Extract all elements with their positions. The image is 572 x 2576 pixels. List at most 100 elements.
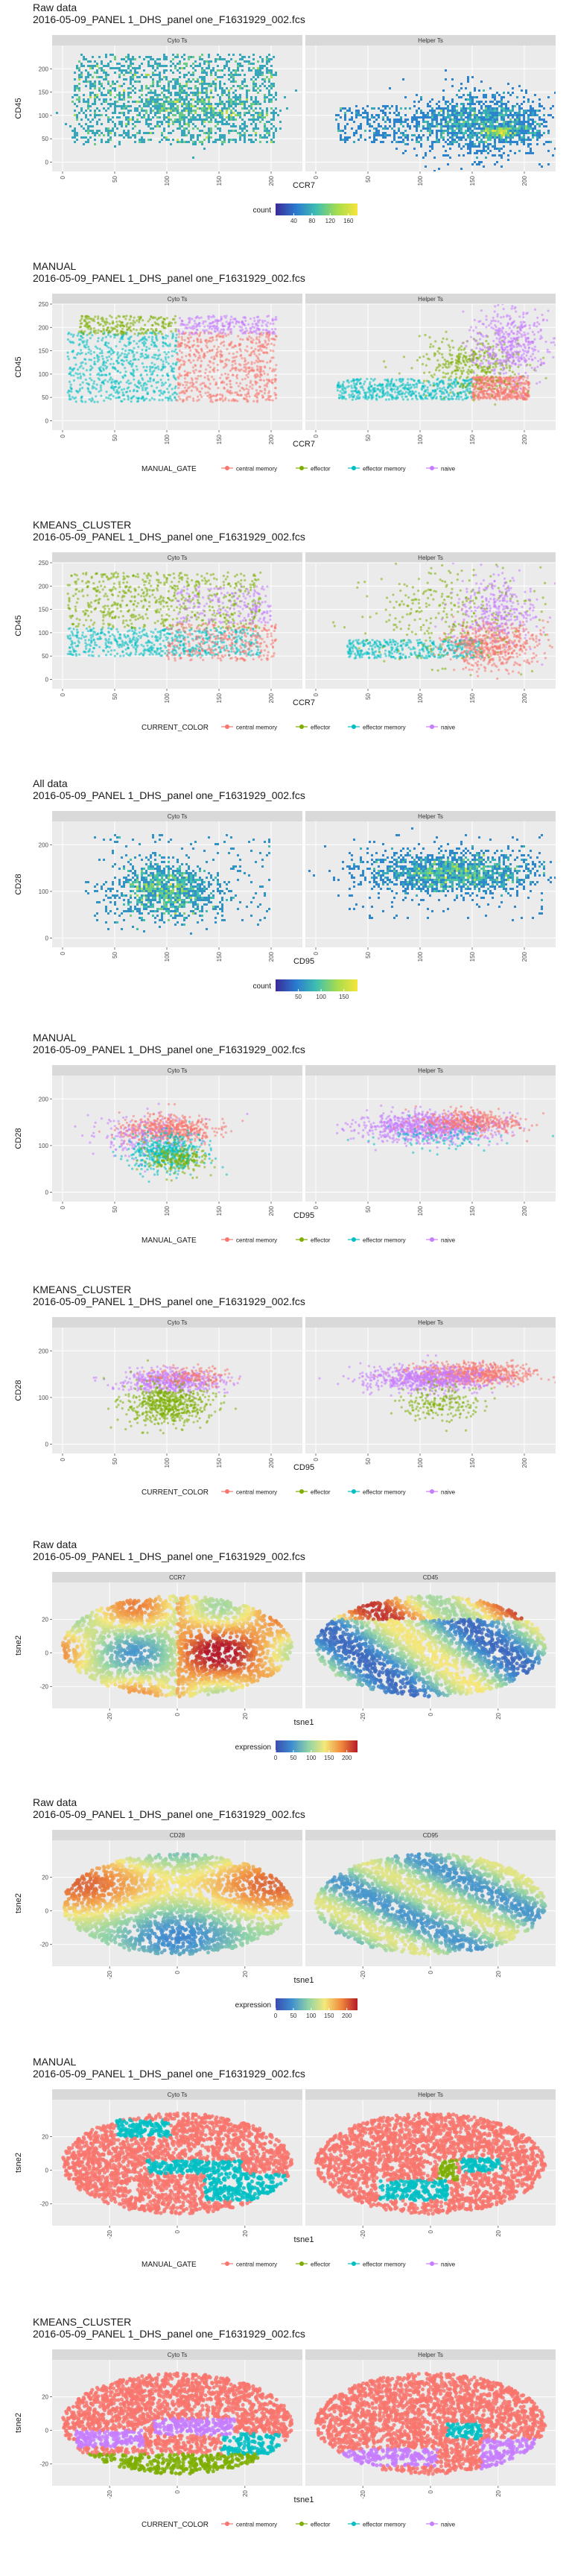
data-point — [89, 337, 92, 340]
data-point — [217, 319, 220, 323]
data-point — [359, 385, 362, 389]
hex-bin — [109, 132, 112, 134]
hex-bin — [538, 163, 541, 165]
hex-bin — [456, 116, 458, 119]
hex-bin — [89, 125, 92, 127]
hex-bin — [474, 89, 476, 92]
hex-bin — [94, 98, 96, 101]
hex-bin — [496, 114, 498, 116]
hex-bin — [101, 67, 103, 69]
data-point — [78, 388, 82, 391]
data-point — [214, 330, 217, 333]
hex-bin — [478, 145, 480, 148]
hex-bin — [192, 141, 194, 143]
hex-bin — [478, 119, 480, 121]
hex-bin — [94, 116, 96, 119]
hex-bin — [523, 130, 525, 132]
data-point — [127, 341, 130, 344]
data-point — [436, 388, 439, 391]
hex-bin — [212, 83, 214, 85]
hex-bin — [246, 60, 248, 63]
hex-bin — [532, 123, 534, 125]
hex-bin — [150, 139, 152, 141]
x-tick-label: 200 — [521, 175, 528, 186]
hex-bin — [248, 67, 250, 69]
data-point — [108, 350, 111, 353]
data-point — [112, 395, 115, 398]
hex-bin — [232, 103, 235, 105]
chart-title: Raw data — [33, 1, 77, 13]
hex-bin — [168, 119, 170, 121]
hex-bin — [221, 116, 223, 119]
hex-bin — [214, 89, 217, 92]
data-point — [179, 382, 182, 385]
hex-bin — [505, 112, 507, 114]
hex-bin — [134, 125, 136, 127]
hex-bin — [123, 98, 125, 101]
hex-bin — [150, 103, 152, 105]
data-point — [78, 372, 82, 375]
data-point — [82, 331, 85, 334]
hex-bin — [536, 123, 538, 125]
hex-bin — [487, 145, 489, 148]
data-point — [262, 379, 266, 382]
hex-bin — [78, 78, 80, 80]
hex-bin — [364, 116, 366, 119]
hex-bin — [190, 87, 192, 89]
hex-bin — [445, 69, 447, 72]
hex-bin — [185, 83, 188, 85]
hex-bin — [273, 119, 275, 121]
hex-bin — [139, 112, 141, 114]
hex-bin — [270, 139, 273, 141]
hex-bin — [203, 76, 206, 78]
hex-bin — [143, 116, 145, 119]
hex-bin — [373, 121, 375, 123]
data-point — [439, 395, 442, 398]
hex-bin — [241, 130, 244, 132]
hex-bin — [344, 119, 346, 121]
hex-bin — [275, 98, 277, 101]
hex-bin — [87, 132, 89, 134]
hex-bin — [241, 101, 244, 103]
data-point — [362, 388, 365, 391]
hex-bin — [74, 132, 76, 134]
hex-bin — [409, 107, 411, 110]
hex-bin — [465, 110, 467, 112]
hex-bin — [525, 121, 527, 123]
data-point — [223, 315, 226, 318]
hex-bin — [199, 141, 201, 143]
data-point — [151, 323, 154, 327]
hex-bin — [460, 116, 463, 119]
data-point — [181, 338, 184, 341]
hex-bin — [228, 98, 230, 101]
hex-bin — [257, 72, 259, 74]
data-point — [139, 353, 142, 356]
hex-bin — [89, 74, 92, 76]
hex-bin — [150, 127, 152, 130]
hex-bin — [177, 141, 179, 143]
data-point — [367, 396, 370, 400]
data-point — [209, 382, 212, 385]
hex-bin — [237, 114, 239, 116]
hex-bin — [181, 141, 183, 143]
hex-bin — [261, 60, 264, 63]
hex-bin — [507, 136, 509, 139]
hex-bin — [471, 141, 474, 143]
hex-bin — [523, 96, 525, 98]
hex-bin — [534, 114, 536, 116]
hex-bin — [188, 130, 190, 132]
hex-bin — [203, 105, 206, 107]
hex-bin — [340, 130, 342, 132]
data-point — [66, 338, 69, 341]
data-point — [185, 344, 188, 347]
hex-bin — [521, 136, 523, 139]
hex-bin — [538, 132, 541, 134]
facet-strip-label: Cyto Ts — [168, 296, 188, 303]
hex-bin — [130, 72, 132, 74]
hex-bin — [181, 139, 183, 141]
hex-bin — [431, 130, 433, 132]
hex-bin — [463, 132, 465, 134]
data-point — [112, 362, 115, 365]
hex-bin — [496, 130, 498, 132]
hex-bin — [190, 116, 192, 119]
